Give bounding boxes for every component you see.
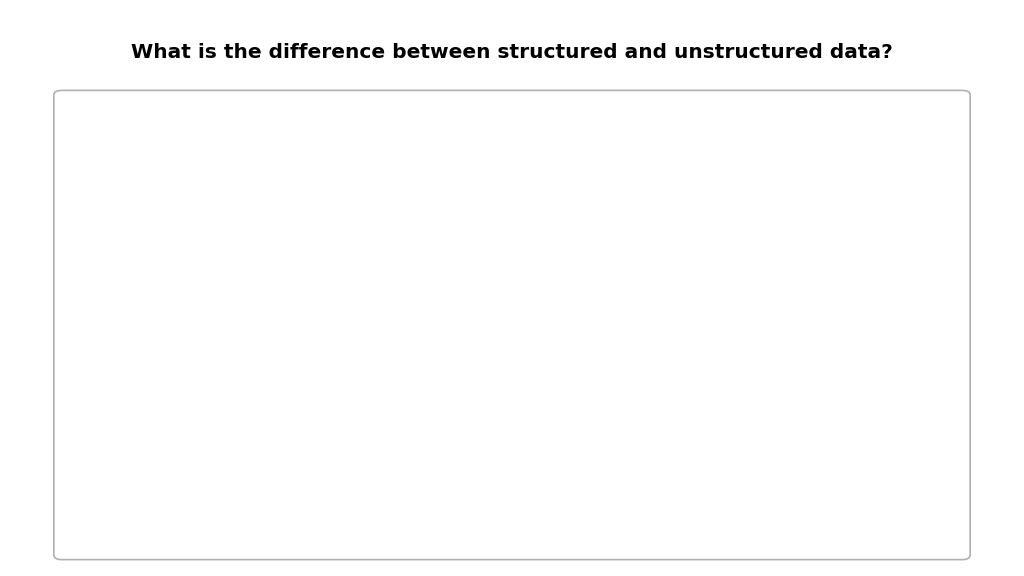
Text: Natural language processing,
machine learning: Natural language processing, machine lea… — [634, 445, 910, 487]
Text: Unstructured Data: Unstructured Data — [634, 159, 816, 177]
Text: SQL databases, Excel
spreadsheets: SQL databases, Excel spreadsheets — [382, 385, 583, 427]
Text: Format: Format — [190, 276, 260, 294]
Text: Easily searchable and
analyzable: Easily searchable and analyzable — [382, 324, 585, 366]
Text: Searchability: Searchability — [190, 336, 319, 354]
Text: Social media posts, emails,
multimedia files: Social media posts, emails, multimedia f… — [634, 385, 889, 427]
Text: Organization: Organization — [190, 215, 316, 233]
Text: Requires advanced tools for
processing: Requires advanced tools for processing — [634, 324, 898, 366]
Text: Highly organized in rows and
columns: Highly organized in rows and columns — [382, 203, 655, 245]
Text: SQL queries, data
management tools: SQL queries, data management tools — [382, 445, 558, 487]
Text: What is the difference between structured and unstructured data?: What is the difference between structure… — [131, 43, 893, 62]
Text: Processing Tools: Processing Tools — [190, 457, 352, 475]
Text: Fixed schema (e.g., SQL
databases, spreadsheets): Fixed schema (e.g., SQL databases, sprea… — [382, 263, 625, 306]
Text: Lacks predefined format: Lacks predefined format — [634, 215, 864, 233]
Text: Examples: Examples — [190, 397, 284, 415]
Text: Varied formats (e.g., text,
images, videos): Varied formats (e.g., text, images, vide… — [634, 263, 880, 306]
Text: Structured Data: Structured Data — [382, 159, 540, 177]
